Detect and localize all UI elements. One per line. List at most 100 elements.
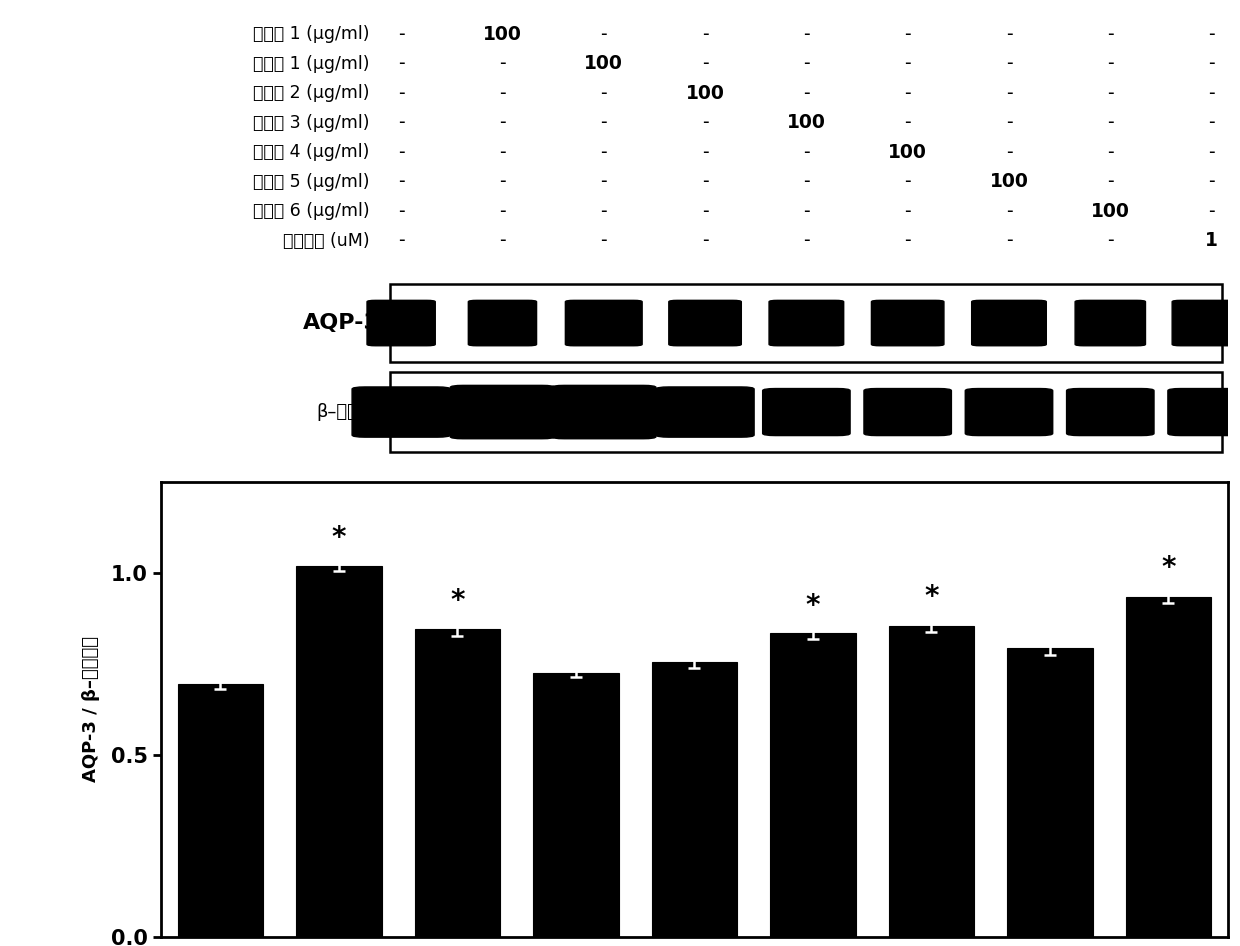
FancyBboxPatch shape xyxy=(552,385,656,439)
Text: 比较例 5 (μg/ml): 比较例 5 (μg/ml) xyxy=(253,173,370,191)
FancyBboxPatch shape xyxy=(565,300,642,345)
Text: 100: 100 xyxy=(787,114,826,132)
Text: -: - xyxy=(1107,231,1114,251)
Text: -: - xyxy=(1107,172,1114,191)
Text: -: - xyxy=(904,172,911,191)
Text: 1: 1 xyxy=(1205,231,1218,251)
Text: -: - xyxy=(398,114,404,132)
Text: -: - xyxy=(804,201,810,220)
Text: -: - xyxy=(398,172,404,191)
Text: 实施例 1 (μg/ml): 实施例 1 (μg/ml) xyxy=(253,25,370,44)
Text: -: - xyxy=(1107,143,1114,162)
Bar xyxy=(177,684,263,937)
Text: -: - xyxy=(398,201,404,220)
FancyBboxPatch shape xyxy=(450,385,554,439)
Text: -: - xyxy=(904,54,911,73)
Text: -: - xyxy=(804,172,810,191)
Text: -: - xyxy=(1006,25,1012,44)
Text: AQP-3: AQP-3 xyxy=(303,313,379,333)
Text: -: - xyxy=(398,231,404,251)
Text: -: - xyxy=(904,201,911,220)
Text: -: - xyxy=(500,172,506,191)
Text: -: - xyxy=(702,143,708,162)
Text: -: - xyxy=(1006,231,1012,251)
Text: -: - xyxy=(500,83,506,102)
Text: 比较例 2 (μg/ml): 比较例 2 (μg/ml) xyxy=(253,84,370,102)
FancyBboxPatch shape xyxy=(469,300,537,345)
Text: -: - xyxy=(600,143,608,162)
Text: -: - xyxy=(398,54,404,73)
Text: -: - xyxy=(1107,114,1114,132)
Text: -: - xyxy=(804,54,810,73)
Text: 100: 100 xyxy=(484,25,522,44)
FancyBboxPatch shape xyxy=(656,387,754,437)
Text: -: - xyxy=(702,25,708,44)
Bar xyxy=(889,626,975,937)
Text: -: - xyxy=(904,83,911,102)
Text: -: - xyxy=(1006,201,1012,220)
Text: -: - xyxy=(1107,25,1114,44)
FancyBboxPatch shape xyxy=(972,300,1047,345)
FancyBboxPatch shape xyxy=(1075,300,1146,345)
Text: -: - xyxy=(500,231,506,251)
Text: -: - xyxy=(1208,172,1215,191)
FancyBboxPatch shape xyxy=(1168,389,1240,435)
Text: -: - xyxy=(702,54,708,73)
FancyBboxPatch shape xyxy=(1172,300,1240,345)
Text: 地塞米松 (uM): 地塞米松 (uM) xyxy=(283,232,370,250)
Text: -: - xyxy=(600,231,608,251)
Text: 100: 100 xyxy=(1091,201,1130,220)
Text: -: - xyxy=(500,54,506,73)
Text: -: - xyxy=(804,143,810,162)
Y-axis label: AQP-3 / β–肌动蒙白: AQP-3 / β–肌动蒙白 xyxy=(82,637,100,782)
FancyBboxPatch shape xyxy=(1066,389,1154,435)
Text: 100: 100 xyxy=(990,172,1028,191)
FancyBboxPatch shape xyxy=(763,389,851,435)
Text: 100: 100 xyxy=(888,143,928,162)
Text: *: * xyxy=(450,587,465,615)
Text: -: - xyxy=(398,143,404,162)
Text: -: - xyxy=(804,231,810,251)
Text: -: - xyxy=(1006,54,1012,73)
Text: *: * xyxy=(924,584,939,611)
Bar xyxy=(1007,648,1092,937)
Text: -: - xyxy=(702,201,708,220)
Text: -: - xyxy=(904,231,911,251)
Text: -: - xyxy=(500,114,506,132)
Text: -: - xyxy=(1208,25,1215,44)
Bar xyxy=(414,629,500,937)
Text: 比较例 4 (μg/ml): 比较例 4 (μg/ml) xyxy=(253,143,370,161)
FancyBboxPatch shape xyxy=(352,387,450,437)
Text: -: - xyxy=(1006,83,1012,102)
Text: -: - xyxy=(1208,54,1215,73)
Text: -: - xyxy=(702,114,708,132)
Bar xyxy=(533,673,619,937)
Text: -: - xyxy=(904,114,911,132)
FancyBboxPatch shape xyxy=(668,300,742,345)
Text: *: * xyxy=(331,524,346,552)
Text: -: - xyxy=(1006,114,1012,132)
Text: -: - xyxy=(398,83,404,102)
Text: -: - xyxy=(1208,201,1215,220)
Text: -: - xyxy=(398,25,404,44)
Bar xyxy=(296,566,382,937)
Text: 100: 100 xyxy=(686,83,724,102)
Bar xyxy=(1126,597,1211,937)
Text: -: - xyxy=(702,231,708,251)
Text: -: - xyxy=(600,25,608,44)
FancyBboxPatch shape xyxy=(769,300,843,345)
Text: *: * xyxy=(1161,554,1176,582)
Text: -: - xyxy=(500,201,506,220)
Text: β–肌动蒙白: β–肌动蒙白 xyxy=(316,403,379,421)
Bar xyxy=(391,373,1223,451)
Bar xyxy=(770,633,856,937)
Text: -: - xyxy=(1107,83,1114,102)
Text: 100: 100 xyxy=(584,54,624,73)
Text: -: - xyxy=(904,25,911,44)
FancyBboxPatch shape xyxy=(367,300,435,345)
Bar xyxy=(652,662,737,937)
Text: 比较例 6 (μg/ml): 比较例 6 (μg/ml) xyxy=(253,202,370,220)
Text: -: - xyxy=(804,25,810,44)
Text: -: - xyxy=(1107,54,1114,73)
Text: -: - xyxy=(1006,143,1012,162)
